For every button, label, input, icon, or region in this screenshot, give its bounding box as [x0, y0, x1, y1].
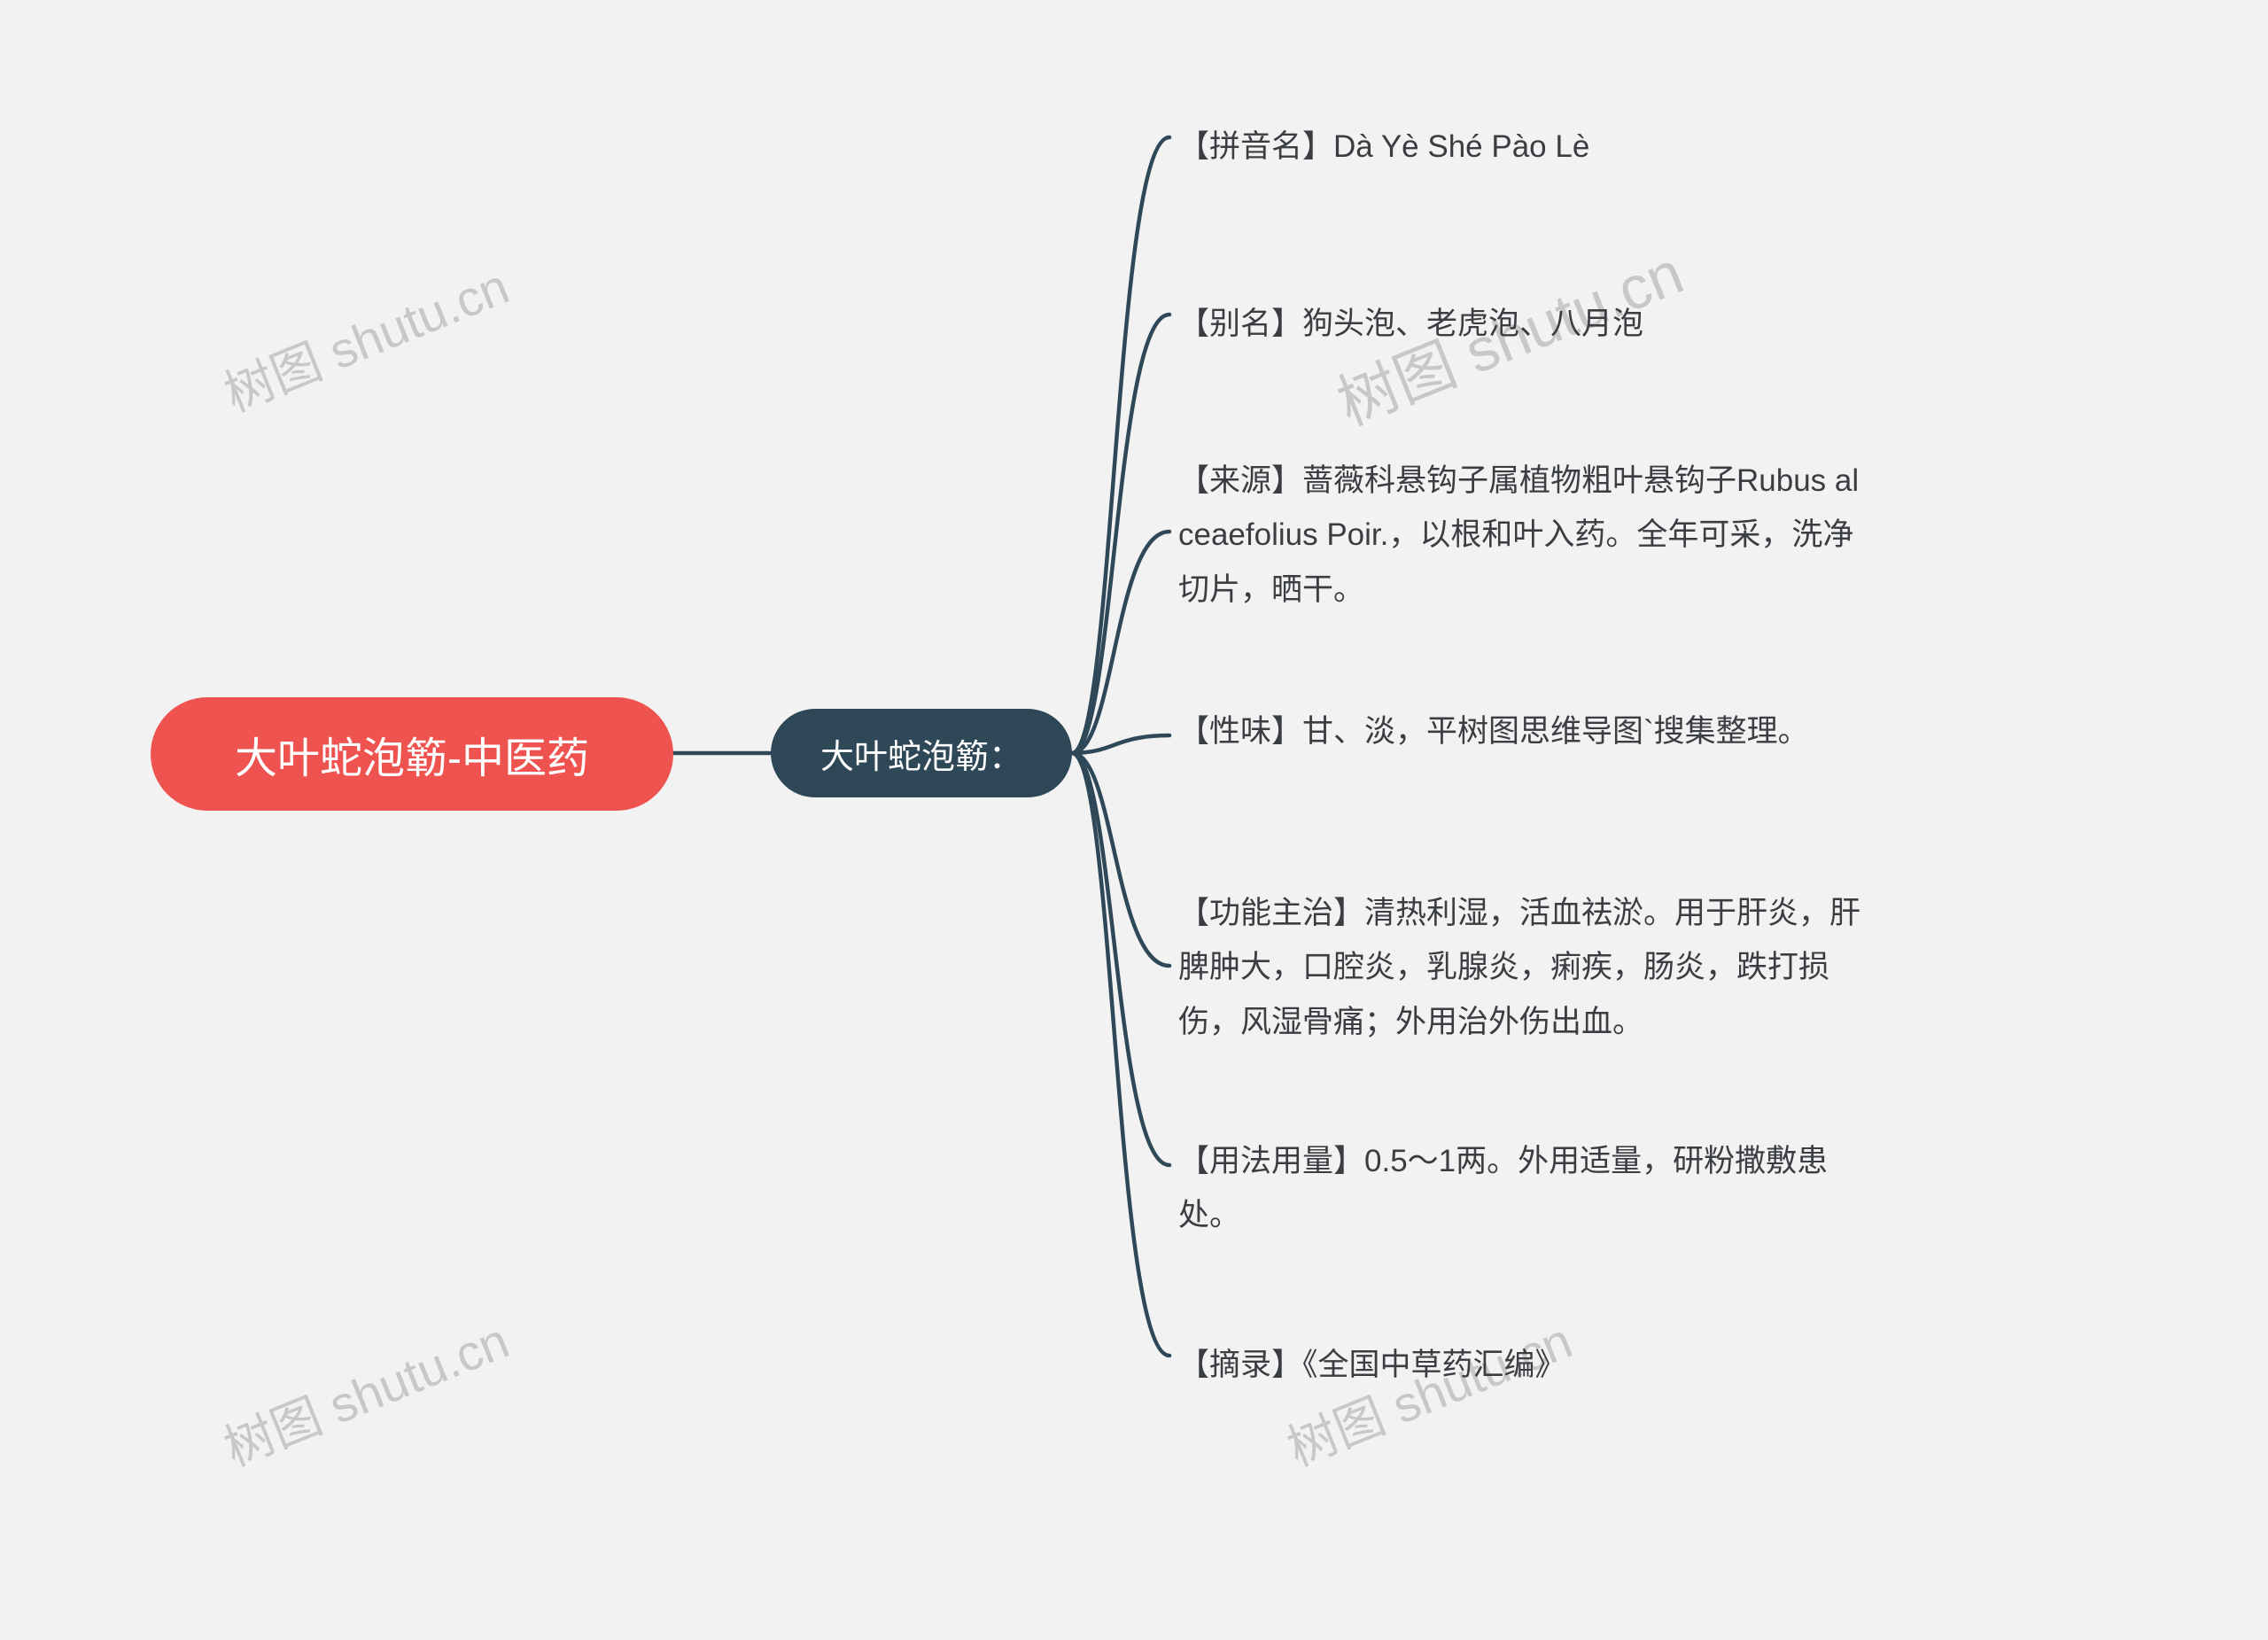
leaf-text: 【用法用量】0.5～1两。外用适量，研粉撒敷患处。 — [1178, 1144, 1828, 1232]
mindmap-canvas: 树图 shutu.cn树图 shutu.cn树图 shutu.cn树图 shut… — [0, 0, 2268, 1640]
leaf-text: 【别名】狗头泡、老虎泡、八月泡 — [1178, 307, 1643, 341]
leaf-text: 【来源】蔷薇科悬钩子属植物粗叶悬钩子Rubus alceaefolius Poi… — [1178, 463, 1859, 607]
hub-label: 大叶蛇泡簕： — [820, 729, 1022, 778]
leaf-node[interactable]: 【功能主治】清热利湿，活血祛淤。用于肝炎，肝脾肿大，口腔炎，乳腺炎，痢疾，肠炎，… — [1178, 886, 1860, 1049]
leaf-node[interactable]: 【用法用量】0.5～1两。外用适量，研粉撒敷患处。 — [1178, 1134, 1852, 1243]
leaf-text: 【拼音名】Dà Yè Shé Pào Lè — [1178, 129, 1589, 164]
edge-layer — [0, 0, 2268, 1640]
leaf-text: 【摘录】《全国中草药汇编》 — [1178, 1348, 1566, 1382]
watermark: 树图 shutu.cn — [213, 247, 518, 426]
leaf-node[interactable]: 【拼音名】Dà Yè Shé Pào Lè — [1178, 120, 1852, 174]
leaf-node[interactable]: 【摘录】《全国中草药汇编》 — [1178, 1338, 1852, 1392]
leaf-node[interactable]: 【来源】蔷薇科悬钩子属植物粗叶悬钩子Rubus alceaefolius Poi… — [1178, 454, 1860, 617]
leaf-text: 【性味】甘、淡，平树图思维导图`搜集整理。 — [1178, 714, 1809, 749]
root-node[interactable]: 大叶蛇泡簕-中医药 — [151, 697, 673, 811]
leaf-node[interactable]: 【性味】甘、淡，平树图思维导图`搜集整理。 — [1178, 704, 1852, 758]
leaf-text: 【功能主治】清热利湿，活血祛淤。用于肝炎，肝脾肿大，口腔炎，乳腺炎，痢疾，肠炎，… — [1178, 896, 1860, 1039]
hub-node[interactable]: 大叶蛇泡簕： — [771, 709, 1072, 797]
leaf-node[interactable]: 【别名】狗头泡、老虎泡、八月泡 — [1178, 297, 1852, 351]
watermark: 树图 shutu.cn — [213, 1302, 518, 1481]
root-label: 大叶蛇泡簕-中医药 — [235, 723, 589, 785]
